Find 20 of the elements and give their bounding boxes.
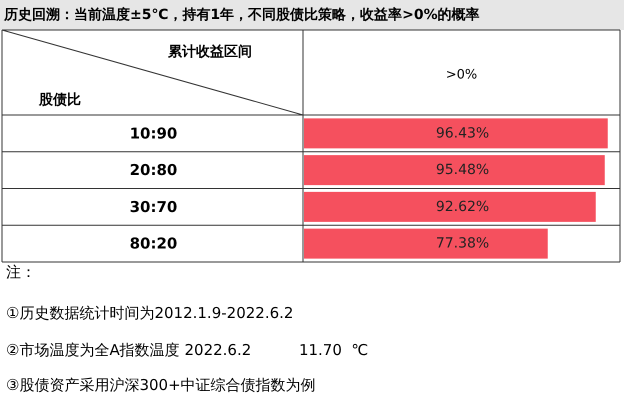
bar bbox=[304, 155, 605, 186]
bar bbox=[304, 228, 548, 259]
text: >0% bbox=[446, 68, 478, 82]
chart-title: 历史回溯：当前温度±5℃，持有1年，不同股债比策略，收益率>0%的概率 bbox=[3, 6, 480, 23]
y-tick-label: 10:90 bbox=[130, 124, 178, 142]
text: ②市场温度为全A指数温度 2022.6.2 11.70 ℃ bbox=[6, 341, 368, 359]
y-tick-label: 80:20 bbox=[130, 234, 178, 253]
y-tick-label: 30:70 bbox=[130, 198, 178, 216]
text: ③股债资产采用沪深300+中证综合债指数为例 bbox=[6, 376, 316, 394]
bar bbox=[304, 192, 596, 222]
x-axis-title: 累计收益区间 bbox=[167, 44, 252, 60]
y-axis-title: 股债比 bbox=[38, 92, 81, 108]
data-label: 77.38% bbox=[436, 236, 490, 252]
data-label: 92.62% bbox=[436, 198, 490, 215]
text: ①历史数据统计时间为2012.1.9-2022.6.2 bbox=[6, 304, 294, 322]
y-tick-label: 20:80 bbox=[130, 161, 178, 180]
text: 注： bbox=[6, 263, 36, 281]
data-label: 95.48% bbox=[436, 162, 490, 178]
data-label: 96.43% bbox=[436, 125, 490, 142]
bar bbox=[304, 118, 608, 148]
